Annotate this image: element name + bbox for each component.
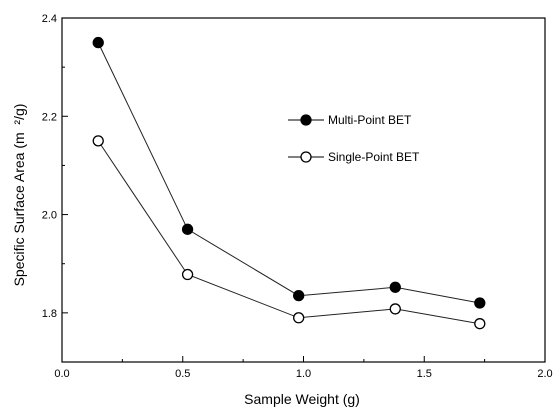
plot-frame-group xyxy=(61,17,546,363)
y-tick-label: 2.2 xyxy=(42,111,57,123)
legend-marker xyxy=(300,151,312,163)
y-axis-title: Specific Surface Area (m ²/g) xyxy=(11,104,27,287)
x-tick-label: 0.0 xyxy=(54,368,69,380)
legend-marker xyxy=(300,114,312,126)
data-point xyxy=(474,297,486,309)
x-tick-label: 2.0 xyxy=(537,368,552,380)
y-tick-label: 2.0 xyxy=(42,210,57,222)
legend-label: Single-Point BET xyxy=(328,150,420,164)
legend-label: Multi-Point BET xyxy=(328,113,412,127)
x-tick-label: 0.5 xyxy=(175,368,190,380)
data-point xyxy=(293,290,305,302)
data-point xyxy=(474,318,486,330)
ticks-group: 0.0 0.5 1.0 1.5 2.0 1.8 2.0 2.2 2.4 xyxy=(42,13,553,380)
data-point xyxy=(92,36,104,49)
x-tick-label: 1.0 xyxy=(296,368,311,380)
data-point xyxy=(389,303,401,315)
data-point xyxy=(389,281,401,293)
data-point xyxy=(92,135,104,147)
y-tick-label: 2.4 xyxy=(42,13,57,25)
legend-group: Multi-Point BET Single-Point BET xyxy=(288,113,420,164)
x-axis-title: Sample Weight (g) xyxy=(244,391,360,407)
series-group xyxy=(92,36,486,330)
series-line-multi-point xyxy=(97,42,480,304)
data-point xyxy=(181,223,194,235)
plot-frame xyxy=(61,17,546,363)
data-point xyxy=(181,268,194,281)
x-tick-label: 1.5 xyxy=(417,368,432,380)
y-tick-label: 1.8 xyxy=(42,308,57,320)
series-line-single-point xyxy=(97,140,480,325)
data-point xyxy=(293,312,305,324)
